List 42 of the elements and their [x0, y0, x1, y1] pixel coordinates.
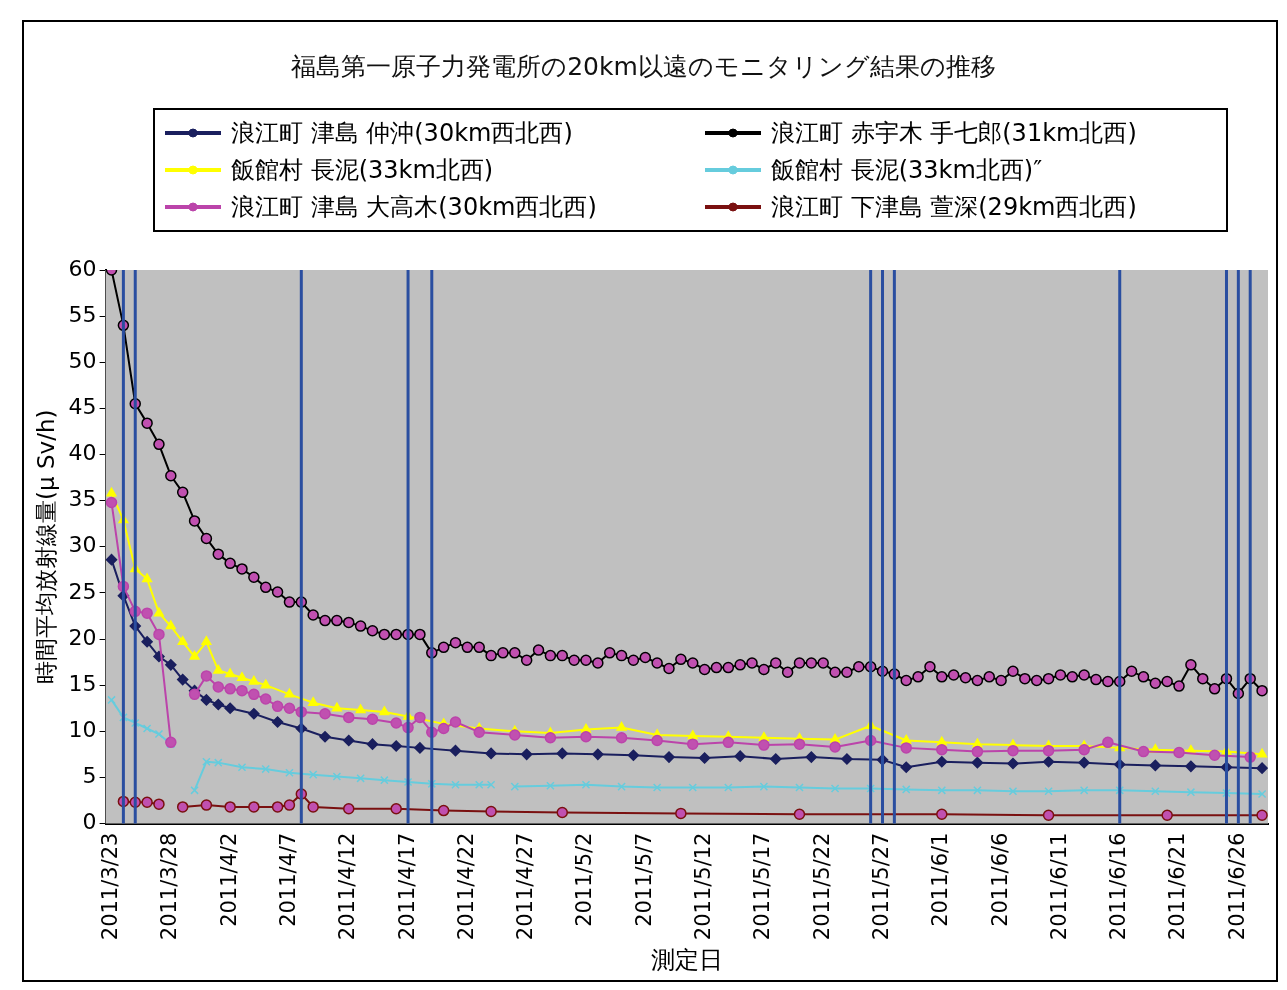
x-tick-label: 2011/4/2 [216, 832, 241, 927]
x-tick-label: 2011/5/27 [868, 832, 893, 941]
x-tick-label: 2011/3/28 [157, 832, 182, 941]
y-tick-label: 45 [68, 394, 97, 420]
y-tick-label: 30 [68, 532, 97, 558]
x-tick-label: 2011/5/2 [572, 832, 597, 927]
legend-label: 飯館村 長泥(33km北西)″ [771, 155, 1043, 186]
y-tick-label: 10 [68, 716, 97, 742]
y-axis-title: 時間平均放射線量(μ Sv/h) [32, 409, 59, 684]
legend-label: 浪江町 赤宇木 手七郎(31km北西) [771, 117, 1137, 149]
x-tick-label: 2011/5/22 [809, 832, 834, 941]
legend-label: 浪江町 津島 大高木(30km西北西) [231, 192, 597, 224]
x-tick-label: 2011/4/17 [394, 832, 419, 941]
x-tick-label: 2011/5/7 [631, 832, 656, 927]
x-tick-label: 2011/6/1 [928, 832, 953, 927]
x-tick-label: 2011/5/17 [750, 832, 775, 941]
x-axis-title: 測定日 [650, 945, 723, 974]
x-tick-label: 2011/6/6 [987, 832, 1012, 927]
x-tick-label: 2011/6/16 [1106, 832, 1131, 941]
y-tick-label: 20 [68, 624, 97, 650]
x-tick-label: 2011/4/12 [335, 832, 360, 941]
y-tick-label: 55 [68, 301, 97, 327]
x-tick-label: 2011/4/22 [453, 832, 478, 941]
x-tick-label: 2011/3/23 [97, 832, 122, 941]
y-tick-label: 50 [68, 347, 97, 373]
legend-label: 飯館村 長泥(33km北西) [231, 155, 494, 186]
x-tick-label: 2011/4/27 [513, 832, 538, 941]
y-tick-label: 25 [68, 578, 97, 604]
y-tick-label: 60 [68, 255, 97, 281]
y-tick-label: 5 [82, 763, 97, 789]
y-tick-label: 0 [82, 809, 97, 835]
x-tick-label: 2011/4/7 [275, 832, 300, 927]
y-tick-label: 40 [68, 440, 97, 466]
y-tick-label: 15 [68, 670, 97, 696]
x-tick-label: 2011/6/26 [1224, 832, 1249, 941]
chart-title: 福島第一原子力発電所の20km以遠のモニタリング結果の推移 [290, 51, 997, 83]
legend-label: 浪江町 津島 仲沖(30km西北西) [231, 117, 573, 149]
x-tick-label: 2011/6/21 [1165, 832, 1190, 941]
x-tick-label: 2011/6/11 [1046, 832, 1071, 941]
x-tick-label: 2011/5/12 [691, 832, 716, 941]
y-tick-label: 35 [68, 486, 97, 512]
legend-label: 浪江町 下津島 萱深(29km西北西) [771, 192, 1137, 224]
